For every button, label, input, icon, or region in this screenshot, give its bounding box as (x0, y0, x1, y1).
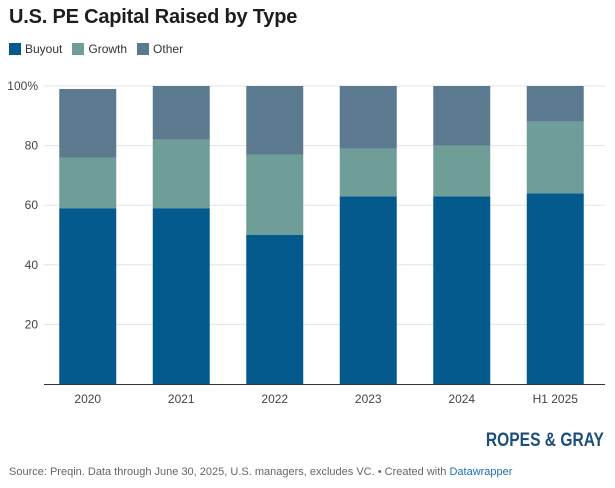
y-tick-label-40: 40 (25, 258, 39, 272)
x-tick-label-1: 2020 (74, 392, 101, 406)
footer: Source: Preqin. Data through June 30, 20… (9, 466, 512, 478)
bar-other-2 (152, 86, 210, 140)
bar-growth-6 (526, 121, 584, 194)
x-tick-label-4: 2023 (355, 392, 382, 406)
y-tick-label-60: 60 (25, 198, 39, 212)
bar-buyout-1 (59, 208, 117, 384)
bar-growth-2 (152, 139, 210, 209)
bar-buyout-5 (433, 196, 491, 384)
bar-other-5 (433, 86, 491, 146)
bar-buyout-6 (526, 193, 584, 384)
y-tick-label-20: 20 (25, 317, 39, 331)
x-tick-label-3: 2022 (261, 392, 288, 406)
legend-label-growth: Growth (88, 42, 128, 56)
legend-item-buyout: Buyout (9, 42, 62, 56)
bar-other-1 (59, 88, 117, 158)
y-tick-label-80: 80 (25, 139, 39, 153)
bar-buyout-2 (152, 208, 210, 384)
x-tick-label-6: H1 2025 (533, 392, 579, 406)
datawrapper-link[interactable]: Datawrapper (449, 466, 513, 478)
legend: Buyout Growth Other (9, 42, 183, 56)
x-tick-label-2: 2021 (168, 392, 195, 406)
chart-title: U.S. PE Capital Raised by Type (9, 6, 298, 28)
legend-swatch-other (137, 43, 150, 55)
legend-label-buyout: Buyout (25, 42, 63, 56)
bar-growth-4 (339, 148, 397, 197)
bar-buyout-4 (339, 196, 397, 384)
bar-other-3 (246, 86, 304, 155)
footer-source: Source: Preqin. Data through June 30, 20… (9, 466, 375, 478)
ropes-gray-logo: ROPES & GRAY (485, 430, 604, 451)
y-tick-label-100: 100% (7, 79, 38, 93)
legend-label-other: Other (153, 42, 184, 56)
bar-growth-3 (246, 154, 304, 235)
legend-item-other: Other (137, 42, 183, 56)
footer-separator: • Created with (377, 466, 447, 478)
x-tick-label-5: 2024 (448, 392, 475, 406)
legend-swatch-buyout (9, 43, 21, 55)
bar-growth-1 (59, 157, 117, 209)
bar-buyout-3 (246, 235, 304, 384)
legend-swatch-growth (72, 43, 85, 55)
bar-other-6 (526, 86, 584, 122)
bar-growth-5 (433, 145, 491, 197)
legend-item-growth: Growth (72, 42, 127, 56)
bar-other-4 (339, 86, 397, 149)
